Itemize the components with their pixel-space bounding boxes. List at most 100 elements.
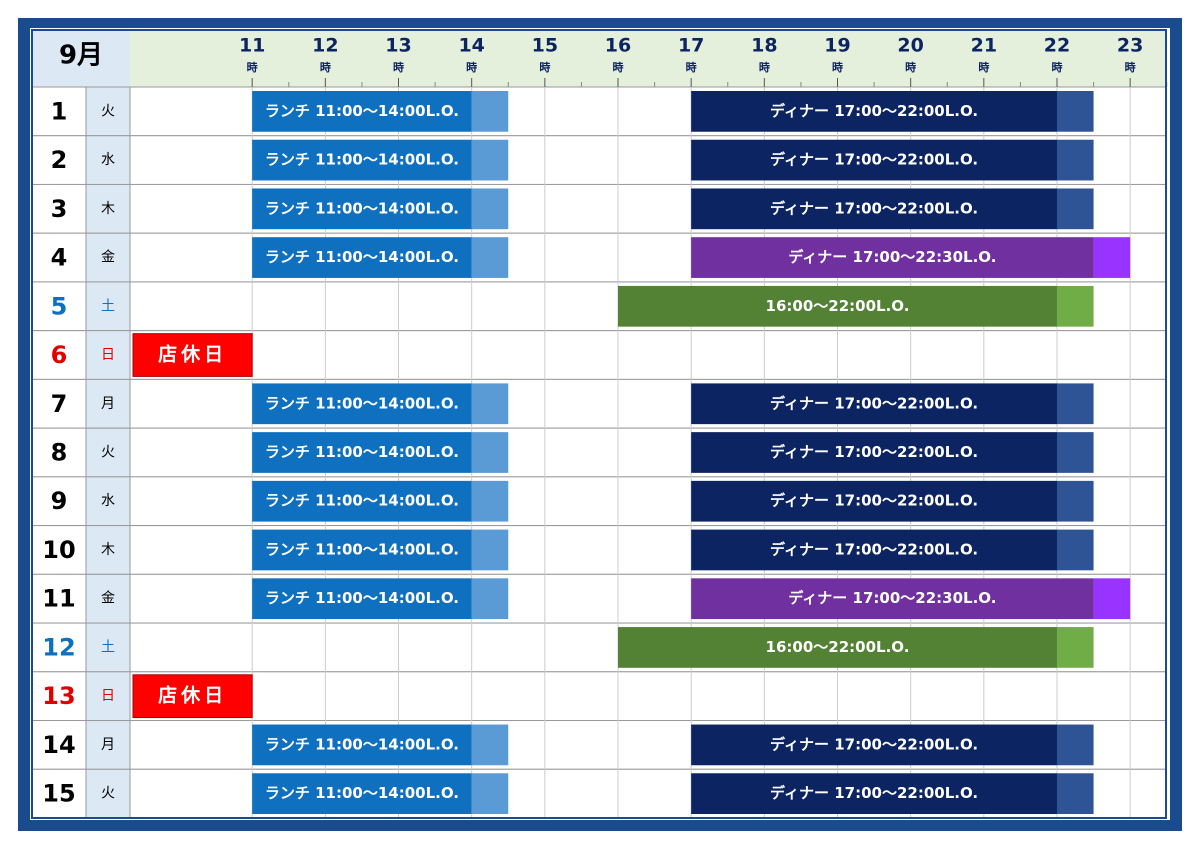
hour-header: [130, 30, 1166, 87]
bar-label: 16:00〜22:00L.O.: [766, 297, 910, 315]
bar-label: ディナー 17:00〜22:00L.O.: [770, 735, 978, 753]
bar-label: ランチ 11:00〜14:00L.O.: [265, 589, 459, 607]
day-cell: [31, 378, 87, 429]
hour-label: 20: [897, 35, 923, 57]
bar-label: ランチ 11:00〜14:00L.O.: [265, 199, 459, 217]
open-bar: [252, 773, 472, 814]
bar-label: ディナー 17:00〜22:30L.O.: [788, 248, 996, 266]
hour-suffix: 時: [539, 60, 550, 74]
bar-label: ディナー 17:00〜22:00L.O.: [770, 784, 978, 802]
last-order-bar: [471, 724, 509, 766]
open-bar: [618, 285, 1057, 327]
table-border: [31, 29, 1167, 819]
last-order-bar: [1056, 627, 1094, 668]
day-cell: [31, 183, 87, 234]
open-bar: [252, 237, 472, 278]
open-bar: [691, 529, 1057, 571]
hour-suffix: 時: [320, 60, 331, 74]
day-cell: [31, 622, 87, 673]
weekday: 火: [101, 103, 115, 119]
day: 15: [42, 780, 75, 808]
last-order-bar: [471, 529, 509, 571]
hour-label: 16: [605, 35, 631, 57]
hour-label: 14: [458, 35, 484, 57]
last-order-bar: [471, 773, 509, 814]
hour-suffix: 時: [1051, 60, 1062, 74]
open-bar: [691, 724, 1057, 766]
hour-suffix: 時: [393, 60, 404, 74]
bar-label: ディナー 17:00〜22:00L.O.: [770, 492, 978, 510]
month-cell: [32, 30, 130, 87]
last-order-bar: [1056, 285, 1094, 327]
hour-label: 21: [971, 35, 997, 57]
last-order-bar: [1093, 237, 1131, 278]
closed-label: 店休日: [158, 343, 227, 366]
last-order-bar: [471, 480, 509, 522]
bar-label: ディナー 17:00〜22:30L.O.: [788, 589, 996, 607]
open-bar: [252, 432, 472, 473]
bar-label: ディナー 17:00〜22:00L.O.: [770, 540, 978, 558]
day-cell: [31, 671, 87, 722]
hour-suffix: 時: [686, 60, 697, 74]
bar-label: ランチ 11:00〜14:00L.O.: [265, 102, 459, 120]
closed-box: [132, 674, 253, 719]
bar-label: ランチ 11:00〜14:00L.O.: [265, 784, 459, 802]
bar-label: ディナー 17:00〜22:00L.O.: [770, 394, 978, 412]
last-order-bar: [1056, 139, 1094, 181]
bar-label: ランチ 11:00〜14:00L.O.: [265, 151, 459, 169]
hour-suffix: 時: [832, 60, 843, 74]
hour-label: 17: [678, 35, 704, 57]
weekday-cell: [85, 427, 131, 478]
open-bar: [252, 188, 472, 230]
last-order-bar: [1093, 578, 1131, 620]
hour-label: 11: [239, 35, 265, 57]
last-order-bar: [471, 383, 509, 425]
open-bar: [252, 480, 472, 522]
last-order-bar: [471, 188, 509, 230]
bar-label: ランチ 11:00〜14:00L.O.: [265, 394, 459, 412]
day: 5: [51, 292, 68, 320]
day-cell: [31, 525, 87, 575]
day-cell: [31, 427, 87, 478]
weekday-cell: [85, 183, 131, 234]
open-bar: [691, 480, 1057, 522]
weekday-cell: [85, 525, 131, 575]
day: 1: [51, 97, 68, 125]
weekday: 月: [101, 396, 115, 412]
open-bar: [691, 237, 1094, 278]
hour-label: 23: [1117, 35, 1143, 57]
day: 12: [42, 633, 75, 661]
day: 2: [51, 146, 68, 174]
hour-suffix: 時: [1125, 60, 1136, 74]
weekday: 金: [101, 591, 115, 607]
open-bar: [252, 139, 472, 181]
weekday-cell: [85, 330, 131, 380]
weekday-cell: [85, 622, 131, 673]
weekday: 水: [101, 152, 115, 168]
bar-label: ディナー 17:00〜22:00L.O.: [770, 151, 978, 169]
open-bar: [618, 627, 1057, 668]
bar-label: ランチ 11:00〜14:00L.O.: [265, 735, 459, 753]
open-bar: [252, 91, 472, 132]
weekday: 火: [101, 786, 115, 802]
hour-suffix: 時: [613, 60, 624, 74]
open-bar: [252, 383, 472, 425]
day: 11: [42, 585, 75, 613]
hour-suffix: 時: [978, 60, 989, 74]
day: 8: [51, 439, 68, 467]
last-order-bar: [471, 91, 509, 132]
hour-suffix: 時: [905, 60, 916, 74]
row-bg: [129, 330, 1167, 380]
month: 9月: [59, 41, 103, 71]
weekday: 火: [101, 445, 115, 461]
day: 9: [51, 487, 68, 515]
open-bar: [691, 578, 1094, 620]
day: 7: [51, 390, 68, 418]
weekday: 土: [101, 298, 115, 314]
hour-label: 19: [824, 35, 850, 57]
closed-box: [132, 333, 253, 377]
closed-label: 店休日: [158, 684, 227, 707]
bar-label: ランチ 11:00〜14:00L.O.: [265, 540, 459, 558]
last-order-bar: [471, 237, 509, 278]
